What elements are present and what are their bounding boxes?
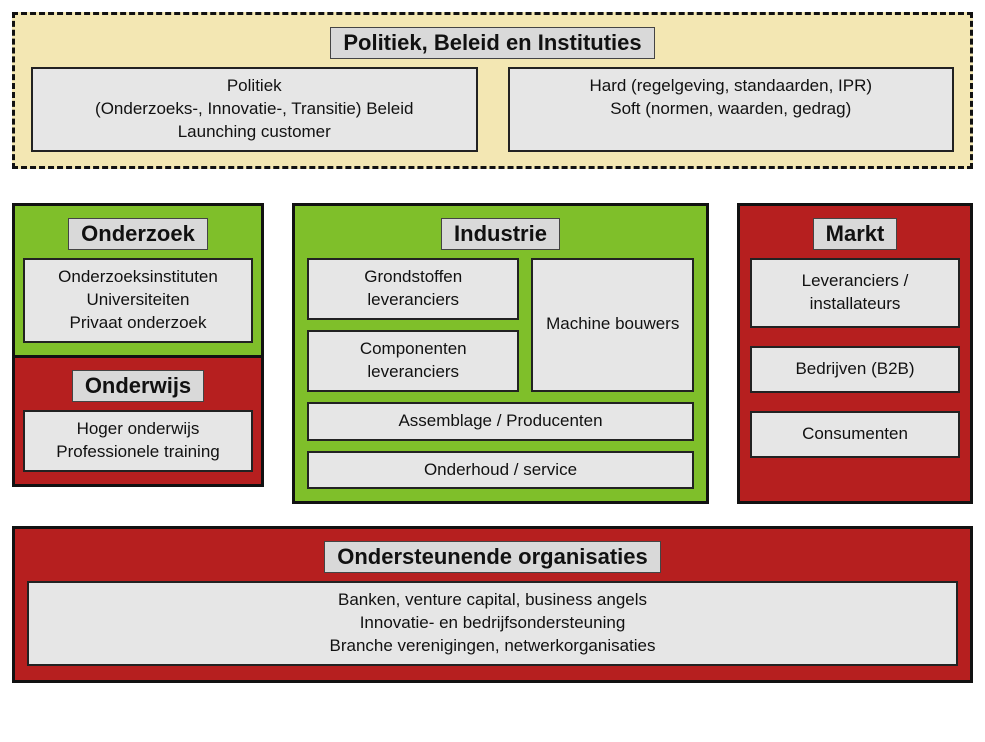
supporting-orgs-panel: Ondersteunende organisaties Banken, vent… (12, 526, 973, 683)
right-column: Markt Leveranciers / installateurs Bedri… (737, 203, 973, 505)
supporting-orgs-box: Banken, venture capital, business angels… (27, 581, 958, 666)
market-title: Markt (813, 218, 898, 250)
machine-builders-box: Machine bouwers (531, 258, 694, 392)
politics-subboxes: Politiek(Onderzoeks-, Innovatie-, Transi… (25, 67, 960, 152)
market-panel: Markt Leveranciers / installateurs Bedri… (737, 203, 973, 505)
research-panel: Onderzoek OnderzoeksinstitutenUniversite… (12, 203, 264, 358)
industry-title-row: Industrie (307, 218, 694, 250)
raw-materials-box: Grondstoffen leveranciers (307, 258, 519, 320)
industry-top-right: Machine bouwers (531, 258, 694, 392)
industry-panel: Industrie Grondstoffen leveranciers Comp… (292, 203, 709, 505)
politics-title: Politiek, Beleid en Instituties (330, 27, 654, 59)
consumers-box: Consumenten (750, 411, 960, 458)
industry-title: Industrie (441, 218, 560, 250)
suppliers-box: Leveranciers / installateurs (750, 258, 960, 328)
b2b-box: Bedrijven (B2B) (750, 346, 960, 393)
research-title-row: Onderzoek (23, 218, 253, 250)
supporting-orgs-title: Ondersteunende organisaties (324, 541, 661, 573)
politics-title-row: Politiek, Beleid en Instituties (25, 27, 960, 59)
politics-right-box: Hard (regelgeving, standaarden, IPR)Soft… (508, 67, 955, 152)
education-title: Onderwijs (72, 370, 204, 402)
left-column: Onderzoek OnderzoeksinstitutenUniversite… (12, 203, 264, 505)
industry-top-grid: Grondstoffen leveranciers Componenten le… (307, 258, 694, 392)
middle-row: Onderzoek OnderzoeksinstitutenUniversite… (12, 203, 973, 505)
politics-left-box: Politiek(Onderzoeks-, Innovatie-, Transi… (31, 67, 478, 152)
market-title-row: Markt (750, 218, 960, 250)
research-box: OnderzoeksinstitutenUniversiteitenPrivaa… (23, 258, 253, 343)
industry-top-left: Grondstoffen leveranciers Componenten le… (307, 258, 519, 392)
education-panel: Onderwijs Hoger onderwijsProfessionele t… (12, 358, 264, 487)
research-title: Onderzoek (68, 218, 208, 250)
center-column: Industrie Grondstoffen leveranciers Comp… (292, 203, 709, 505)
education-box: Hoger onderwijsProfessionele training (23, 410, 253, 472)
education-title-row: Onderwijs (23, 370, 253, 402)
assembly-box: Assemblage / Producenten (307, 402, 694, 441)
maintenance-box: Onderhoud / service (307, 451, 694, 490)
supporting-orgs-title-row: Ondersteunende organisaties (27, 541, 958, 573)
politics-panel: Politiek, Beleid en Instituties Politiek… (12, 12, 973, 169)
components-box: Componenten leveranciers (307, 330, 519, 392)
